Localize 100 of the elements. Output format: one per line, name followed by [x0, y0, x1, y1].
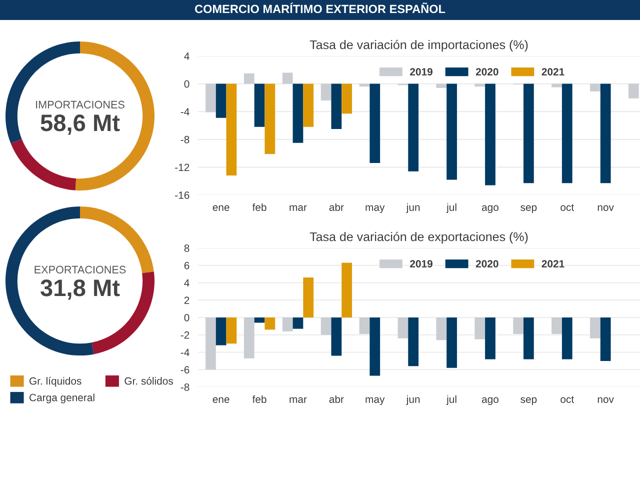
- bar: [244, 73, 254, 84]
- x-tick-label: ene: [212, 205, 230, 211]
- bar: [216, 318, 226, 346]
- bar: [282, 318, 293, 332]
- bar: [436, 84, 447, 88]
- x-tick-label: oct: [560, 204, 574, 211]
- bar: [552, 84, 562, 88]
- x-tick-label: ene: [212, 397, 230, 403]
- y-tick-label: -8: [180, 384, 190, 391]
- x-tick-label: nov: [598, 397, 614, 403]
- bar: [523, 84, 534, 184]
- legend-label: 2020: [476, 68, 498, 76]
- bar: [523, 318, 534, 360]
- legend-label: 2021: [542, 68, 564, 76]
- y-tick-label: 6: [184, 262, 190, 270]
- legend-label: 2021: [542, 260, 564, 268]
- bar: [474, 318, 486, 340]
- bar: [485, 318, 496, 360]
- text: IMPORTACIONES: [36, 100, 124, 108]
- bar: [408, 84, 419, 172]
- bar: [206, 84, 216, 112]
- bar: [292, 84, 304, 143]
- y-tick-label: 4: [184, 279, 190, 287]
- y-tick-label: -4: [180, 108, 190, 116]
- x-tick-label: may: [366, 205, 385, 214]
- bar: [600, 318, 611, 361]
- legend-label: 2020: [476, 260, 498, 268]
- bar: [485, 84, 496, 186]
- x-tick-label: may: [366, 397, 385, 406]
- x-tick-label: nov: [598, 205, 614, 211]
- bar: [331, 318, 342, 356]
- bar: [264, 84, 276, 154]
- x-tick-label: abr: [329, 203, 344, 211]
- bar: [226, 84, 237, 176]
- y-tick-label: -8: [180, 136, 190, 144]
- bar: [264, 318, 276, 330]
- bar: [628, 84, 639, 98]
- bar: [370, 318, 380, 376]
- y-tick-label: -4: [180, 348, 190, 356]
- text: EXPORTACIONES: [34, 266, 126, 274]
- text: COMERCIO MARÍTIMO EXTERIOR ESPAÑOL: [194, 2, 446, 14]
- legend-label: Gr. líquidos: [30, 376, 82, 387]
- bar: [446, 84, 457, 180]
- x-tick-label: jul: [446, 395, 456, 406]
- bar: [244, 318, 254, 358]
- bar: [282, 72, 293, 84]
- legend-label: 2019: [410, 260, 432, 268]
- bar: [303, 84, 314, 127]
- bar: [254, 318, 265, 323]
- y-tick-label: -16: [175, 192, 190, 199]
- y-tick-label: 0: [184, 80, 190, 88]
- bar: [320, 84, 332, 100]
- legend-label: Carga general: [30, 394, 94, 404]
- x-tick-label: mar: [290, 397, 307, 403]
- bar: [226, 318, 237, 344]
- x-tick-label: feb: [252, 203, 266, 211]
- bar: [216, 84, 226, 118]
- bar: [359, 318, 370, 334]
- donut-slice: [92, 272, 155, 354]
- y-tick-label: 0: [184, 314, 190, 322]
- text: 31,8 Mt: [40, 280, 120, 300]
- bar: [590, 84, 600, 92]
- bar: [254, 84, 265, 127]
- bar: [292, 318, 304, 329]
- bar: [303, 278, 314, 318]
- bar: [446, 318, 457, 368]
- legend-label: Gr. sólidos: [124, 376, 174, 385]
- y-tick-label: 4: [184, 52, 190, 60]
- bar: [600, 84, 611, 184]
- bar: [370, 84, 380, 164]
- x-tick-label: feb: [252, 395, 266, 403]
- bar: [562, 84, 572, 184]
- x-tick-label: abr: [329, 395, 344, 403]
- donut-slice: [10, 139, 76, 190]
- x-tick-label: ago: [482, 397, 498, 406]
- x-tick-label: sep: [520, 205, 537, 214]
- bar: [562, 318, 572, 360]
- y-tick-label: -6: [180, 366, 190, 374]
- y-tick-label: 2: [184, 296, 190, 304]
- x-tick-label: jul: [446, 203, 456, 214]
- bar: [342, 262, 352, 318]
- bar: [408, 318, 419, 366]
- bar: [436, 318, 447, 340]
- bar: [590, 318, 600, 338]
- chart-title: Tasa de variación de exportaciones (%): [310, 232, 528, 244]
- x-tick-label: jun: [406, 395, 420, 406]
- text: 58,6 Mt: [40, 114, 120, 135]
- x-tick-label: ago: [482, 205, 498, 214]
- x-tick-label: sep: [520, 397, 537, 406]
- bar: [342, 84, 352, 114]
- y-tick-label: 8: [184, 244, 190, 252]
- bar: [398, 318, 408, 338]
- chart-title: Tasa de variación de importaciones (%): [310, 40, 528, 52]
- bar: [331, 84, 342, 129]
- bar: [513, 318, 524, 334]
- bar: [320, 318, 332, 335]
- bar: [206, 318, 216, 370]
- x-tick-label: mar: [290, 205, 307, 211]
- legend-label: 2019: [410, 68, 432, 76]
- x-tick-label: oct: [560, 396, 574, 403]
